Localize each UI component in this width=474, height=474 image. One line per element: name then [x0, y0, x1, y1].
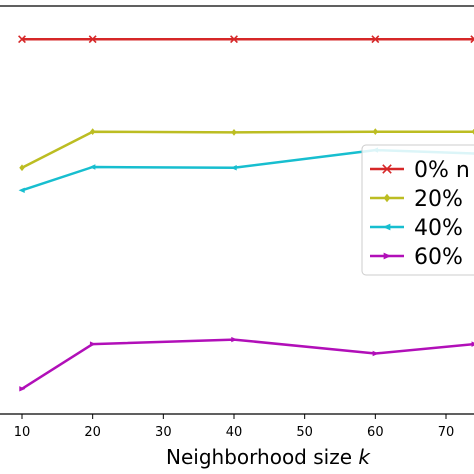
series-2-point [372, 128, 379, 136]
legend-marker [383, 193, 391, 203]
legend-label: 40% [414, 216, 463, 241]
x-axis-label: Neighborhood size k [166, 445, 371, 469]
legend-label: 60% [414, 245, 463, 270]
x-tick-label: 40 [226, 425, 243, 440]
legend-box [361, 144, 474, 276]
series-2 [19, 128, 474, 172]
series-4-line [21, 338, 474, 390]
x-axis-label-text: Neighborhood size [166, 445, 358, 469]
series-1 [18, 35, 474, 44]
series-1-point [470, 35, 474, 44]
series-4-point [372, 350, 379, 357]
series-1-point [230, 35, 238, 44]
plot-area: 10 20 30 40 50 60 70 [0, 5, 474, 440]
legend-label: 20% [414, 187, 463, 212]
legend: 0% n 20% 40% 60% [361, 144, 474, 276]
legend-entry-2: 20% [370, 187, 463, 212]
series-2-point [19, 164, 25, 172]
legend-marker [383, 252, 392, 260]
series-3-point [18, 187, 25, 194]
series-layer [18, 35, 474, 392]
series-4 [19, 336, 474, 392]
series-2-point [231, 129, 237, 136]
series-1-point [88, 35, 97, 44]
series-2-point [89, 128, 96, 136]
x-axis-label-variable: k [358, 445, 371, 469]
x-tick-label: 70 [438, 425, 455, 440]
legend-marker [382, 223, 391, 231]
x-tick-label: 20 [84, 425, 101, 440]
legend-entry-1: 0% n [370, 158, 470, 183]
series-4-point [231, 336, 238, 343]
series-1-point [18, 35, 26, 44]
legend-entry-4: 60% [370, 245, 463, 270]
legend-label: 0% n [414, 158, 470, 183]
series-4-point [89, 341, 97, 347]
x-tick-label: 60 [367, 425, 384, 440]
x-tick-label: 50 [296, 425, 313, 440]
series-3-point [89, 164, 96, 170]
legend-entry-3: 40% [370, 216, 463, 241]
series-2-point [471, 128, 474, 135]
series-3-point [230, 165, 237, 171]
series-1-point [371, 35, 380, 44]
series-4-point [19, 386, 26, 392]
legend-marker [382, 164, 392, 174]
series-4-point [471, 341, 474, 347]
x-tick-label: 30 [155, 425, 172, 440]
x-ticks: 10 20 30 40 50 60 70 [14, 414, 455, 440]
x-tick-label: 10 [14, 425, 31, 440]
